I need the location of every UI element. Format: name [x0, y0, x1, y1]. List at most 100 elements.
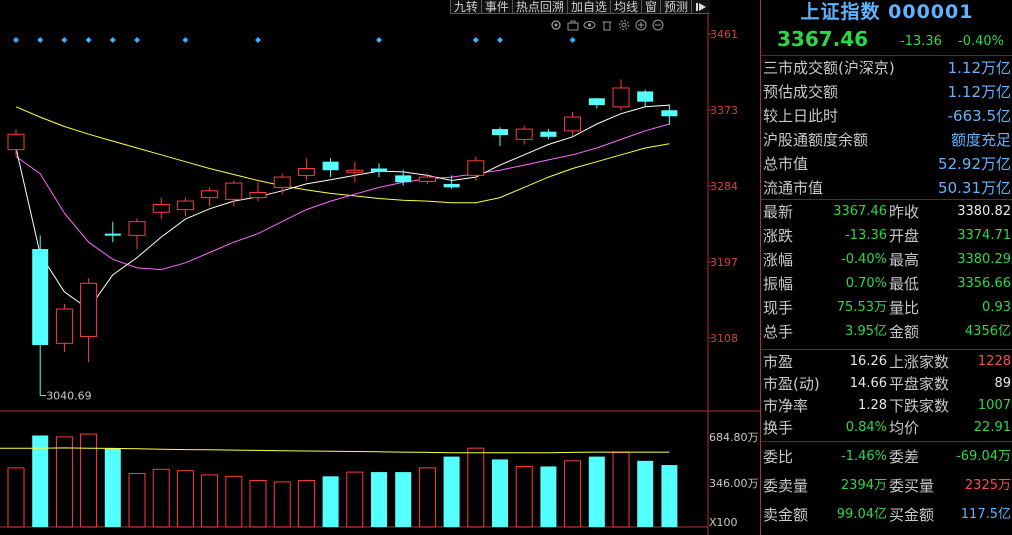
event-marker: [255, 37, 261, 43]
stat-value: 1.12万亿: [947, 59, 1011, 77]
quote-row: 涨幅 -0.40% 最高 3380.29: [763, 249, 1012, 271]
field-value: 22.91: [973, 420, 1011, 435]
field-label: 最新: [763, 203, 794, 221]
trash-icon[interactable]: [599, 17, 614, 32]
order-row: 卖金额 99.04亿 买金额 117.5亿: [763, 504, 1012, 526]
volume-bar: [32, 435, 49, 527]
volume-bar: [80, 433, 98, 528]
order-row: 委卖量 2394万 委买量 2325万: [763, 475, 1012, 497]
candle-body: [7, 133, 25, 151]
stat-label: 三市成交额(沪深京): [763, 59, 895, 77]
candle-body: [152, 204, 170, 213]
stat-label: 预估成交额: [763, 83, 839, 101]
gear-icon[interactable]: [616, 17, 631, 32]
volume-bar: [104, 448, 121, 527]
field-label: 最高: [889, 251, 920, 269]
quote-row: 涨跌 -13.36 开盘 3374.71: [763, 225, 1012, 247]
settings-icon[interactable]: [548, 17, 563, 32]
volume-bar: [322, 476, 339, 527]
candle-body: [515, 128, 533, 140]
volume-bar: [201, 474, 219, 528]
kline-chart-svg[interactable]: 3040.69: [0, 0, 760, 535]
volume-ma-line: [0, 447, 670, 454]
volume-bar: [371, 472, 387, 527]
kline-chart-panel[interactable]: 3040.69 九转 事件 热点回溯 加自选 均线 窗 预测: [0, 0, 760, 535]
field-value: 0.93: [982, 300, 1011, 315]
candle-body: [104, 233, 121, 236]
zoom-out-icon[interactable]: [650, 17, 665, 32]
market-row: 市盈(动) 14.66 平盘家数 89: [763, 373, 1012, 395]
candle-body: [346, 169, 364, 173]
volume-bar: [637, 460, 654, 527]
order-row: 委比 -1.46% 委差 -69.04万: [763, 446, 1012, 468]
jiuzhuan-button[interactable]: 九转: [449, 0, 481, 14]
price-tick-label: 3284: [710, 180, 738, 193]
briefcase-icon[interactable]: [565, 17, 580, 32]
play-icon[interactable]: [691, 0, 710, 14]
field-label: 总手: [763, 323, 794, 341]
volume-bar: [128, 473, 146, 528]
field-value: 2325万: [964, 478, 1011, 493]
candle-body: [418, 176, 436, 182]
add-watchlist-button[interactable]: 加自选: [566, 0, 610, 14]
field-value: 3380.82: [957, 204, 1011, 219]
candle-body: [395, 175, 412, 183]
field-label: 市净率: [763, 397, 809, 415]
volume-bar: [7, 467, 25, 528]
candle-body: [249, 192, 267, 199]
candle-body: [467, 160, 485, 176]
volume-bar: [564, 460, 582, 528]
volume-bar: [395, 472, 412, 527]
candle-body: [273, 176, 291, 188]
candle-body: [32, 249, 49, 346]
candle-body: [492, 129, 508, 136]
event-marker: [13, 37, 19, 43]
field-value: 14.66: [849, 376, 887, 391]
price-tick-label: 3108: [710, 332, 738, 345]
field-value: 0.84%: [845, 420, 887, 435]
quote-row: 现手 75.53万 量比 0.93: [763, 297, 1012, 319]
field-label: 下跌家数: [889, 397, 950, 415]
market-row: 换手 0.84% 均价 22.91: [763, 417, 1012, 439]
field-label: 现手: [763, 299, 794, 317]
volume-bar: [249, 480, 267, 528]
window-button[interactable]: 窗: [640, 0, 660, 14]
volume-bar: [661, 465, 678, 527]
field-value: -13.36: [845, 228, 887, 243]
volume-tick-label: 684.80万: [709, 431, 759, 444]
moving-average-button[interactable]: 均线: [609, 0, 641, 14]
field-label: 买金额: [889, 506, 935, 524]
field-label: 换手: [763, 419, 794, 437]
field-label: 金额: [889, 323, 920, 341]
field-value: 3367.46: [833, 204, 887, 219]
volume-bar: [515, 465, 533, 528]
stat-row: 三市成交额(沪深京) 1.12万亿: [763, 57, 1012, 79]
forecast-button[interactable]: 预测: [659, 0, 691, 14]
zoom-in-icon[interactable]: [633, 17, 648, 32]
event-marker: [61, 37, 68, 43]
candle-body: [225, 182, 243, 200]
stat-label: 较上日此时: [763, 107, 839, 125]
candle-body: [371, 168, 387, 172]
volume-bar: [492, 459, 508, 527]
events-button[interactable]: 事件: [480, 0, 512, 14]
volume-tick-label: 346.00万: [709, 477, 759, 490]
volume-bar: [297, 480, 315, 528]
event-marker: [569, 37, 576, 43]
market-row: 市盈 16.26 上涨家数 1228: [763, 351, 1012, 373]
eye-icon[interactable]: [582, 17, 597, 32]
volume-unit-label: X100: [709, 516, 738, 529]
volume-bar: [176, 470, 194, 528]
candle-body: [661, 110, 678, 117]
stat-value: 52.92万亿: [938, 155, 1011, 173]
field-value: 4356亿: [964, 324, 1011, 339]
volume-bar: [418, 467, 436, 528]
field-label: 委买量: [889, 477, 935, 495]
candle-body: [443, 183, 460, 188]
hotspot-replay-button[interactable]: 热点回溯: [511, 0, 567, 14]
field-label: 开盘: [889, 227, 920, 245]
candle-body: [564, 116, 582, 132]
field-value: 2394万: [840, 478, 887, 493]
candle-body: [322, 161, 339, 171]
field-label: 昨收: [889, 203, 920, 221]
